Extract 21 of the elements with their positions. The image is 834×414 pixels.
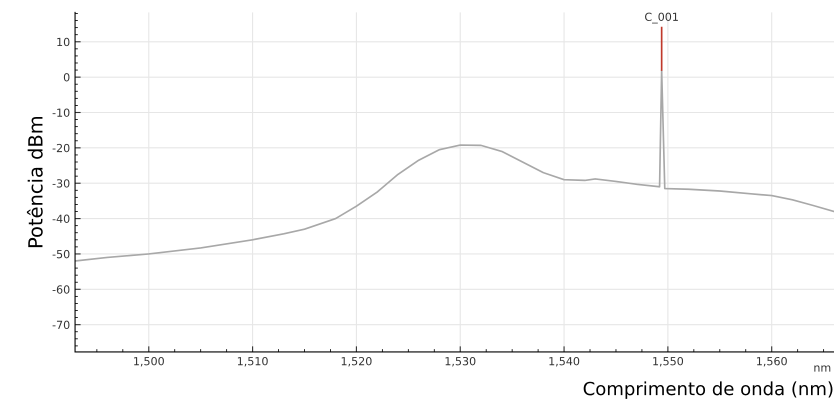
text: nm bbox=[814, 365, 830, 372]
x-tick-label: 1,500 bbox=[134, 356, 164, 366]
annotation: C_001 bbox=[645, 12, 678, 24]
y-tick-label: -60 bbox=[52, 285, 70, 294]
y-tick-label: 0 bbox=[64, 73, 70, 82]
y-tick-label: -40 bbox=[52, 214, 70, 223]
x-axis-title: Comprimento de onda (nm) bbox=[584, 381, 832, 399]
x-tick-label: 1,530 bbox=[446, 356, 476, 366]
y-tick-label: -30 bbox=[52, 179, 70, 188]
y-tick-label: -50 bbox=[52, 250, 70, 258]
x-tick-label: 1,510 bbox=[238, 356, 268, 366]
y-tick-label: -10 bbox=[52, 108, 70, 117]
line-series bbox=[75, 69, 834, 262]
x-tick-label: 1,520 bbox=[342, 356, 372, 366]
x-tick-label: 1,540 bbox=[549, 356, 580, 366]
y-tick-label: 10 bbox=[57, 38, 70, 46]
y-tick-label: -70 bbox=[52, 320, 70, 330]
x-tick-label: 1,560 bbox=[757, 356, 787, 366]
x-tick-label: 1,550 bbox=[653, 356, 684, 366]
y-tick-label: -20 bbox=[52, 144, 70, 152]
y-axis-title: Potência dBm bbox=[26, 116, 43, 248]
